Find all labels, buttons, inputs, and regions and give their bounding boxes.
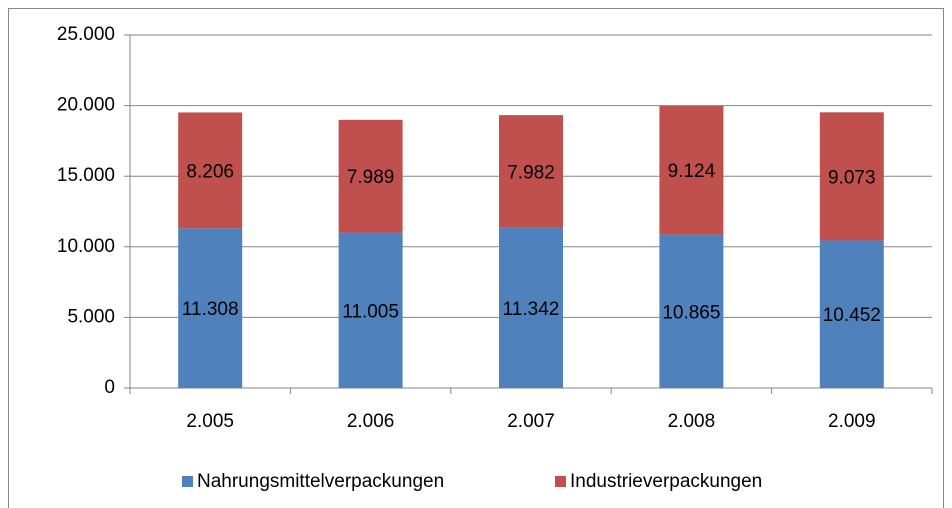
- bar-segment: [178, 228, 243, 388]
- x-tick-label: 2.006: [347, 411, 395, 432]
- x-tick-label: 2.008: [668, 411, 716, 432]
- legend-label: Nahrungsmittelverpackungen: [197, 471, 444, 492]
- legend-swatch: [555, 476, 566, 487]
- data-label: 7.989: [347, 167, 395, 188]
- data-label: 9.073: [828, 167, 876, 188]
- data-label: 7.982: [507, 163, 555, 184]
- x-tick-label: 2.007: [507, 411, 555, 432]
- bar-segment: [338, 232, 403, 388]
- y-tick-label: 5.000: [67, 306, 115, 327]
- bar-segment: [178, 112, 243, 229]
- data-label: 11.308: [182, 299, 239, 320]
- y-tick-label: 10.000: [57, 236, 115, 257]
- bar-segment: [499, 227, 563, 388]
- data-label: 10.452: [823, 305, 881, 326]
- data-label: 9.124: [668, 161, 716, 182]
- data-label: 8.206: [186, 161, 234, 182]
- y-tick-label: 15.000: [57, 165, 115, 186]
- legend-label: Industrieverpackungen: [570, 471, 762, 492]
- bar-segment: [338, 119, 403, 233]
- y-tick-label: 25.000: [57, 24, 115, 45]
- bar-segment: [819, 240, 884, 388]
- data-label: 10.865: [662, 302, 720, 323]
- data-label: 11.342: [503, 299, 560, 320]
- y-tick-label: 20.000: [57, 95, 115, 116]
- x-tick-label: 2.009: [828, 411, 876, 432]
- bar-segment: [659, 234, 724, 388]
- chart-border: [8, 8, 944, 508]
- x-tick-label: 2.005: [186, 411, 234, 432]
- bar-segment: [499, 115, 563, 228]
- data-label: 11.005: [342, 301, 399, 322]
- bar-segment: [819, 112, 884, 241]
- bar-segment: [659, 105, 724, 235]
- legend-swatch: [182, 476, 193, 487]
- y-tick-label: 0: [104, 377, 115, 398]
